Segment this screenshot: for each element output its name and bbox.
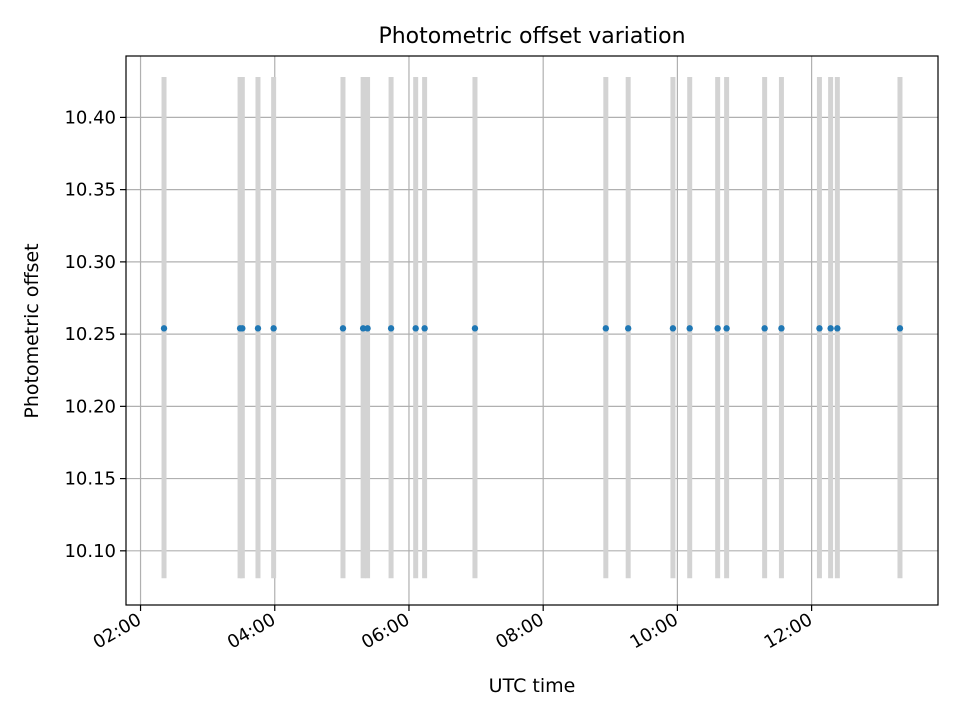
plot-area [126, 56, 938, 605]
data-point [778, 325, 785, 332]
data-point [714, 325, 721, 332]
data-point [270, 325, 277, 332]
y-axis-label: Photometric offset [21, 243, 43, 418]
data-point [364, 325, 371, 332]
data-point [339, 325, 347, 332]
y-tick-label: 10.30 [64, 252, 116, 273]
data-point [669, 325, 677, 332]
data-point [160, 325, 168, 332]
data-point [239, 325, 246, 332]
data-point [723, 325, 730, 332]
y-tick-label: 10.15 [64, 469, 116, 490]
x-axis-label: UTC time [489, 675, 576, 697]
y-tick-label: 10.40 [64, 107, 116, 128]
data-point [471, 325, 479, 332]
data-point [686, 325, 693, 332]
data-point [359, 325, 367, 332]
data-point [602, 325, 610, 332]
y-tick-label: 10.35 [64, 180, 116, 201]
plot-frame [125, 55, 939, 606]
data-point [827, 325, 834, 332]
y-tick-label: 10.25 [64, 324, 116, 345]
y-tick-label: 10.10 [64, 541, 116, 562]
data-point [387, 325, 395, 332]
data-point [421, 325, 428, 332]
data-point [834, 325, 841, 332]
data-point [896, 325, 904, 332]
data-point [816, 325, 823, 332]
data-point [761, 325, 768, 332]
data-point [624, 325, 632, 332]
y-tick-label: 10.20 [64, 396, 116, 417]
data-point [254, 325, 262, 332]
chart-title: Photometric offset variation [378, 24, 685, 49]
data-point [412, 325, 419, 332]
